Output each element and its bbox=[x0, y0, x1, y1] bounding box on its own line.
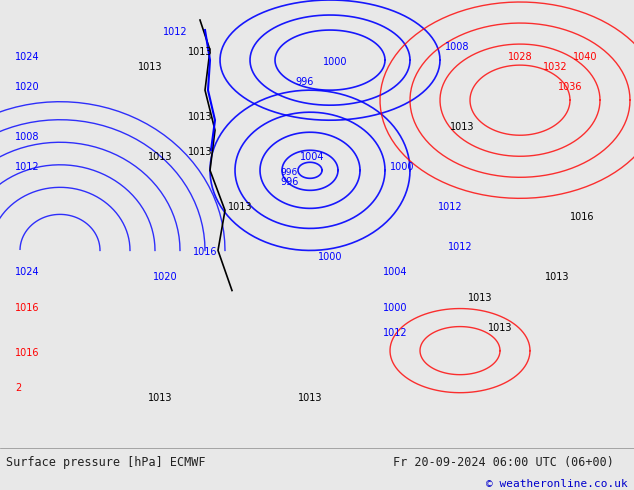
Text: 1012: 1012 bbox=[448, 243, 472, 252]
Text: 1016: 1016 bbox=[15, 347, 39, 358]
Text: 1032: 1032 bbox=[543, 62, 567, 72]
Text: 1004: 1004 bbox=[383, 268, 407, 277]
Text: 1013: 1013 bbox=[188, 47, 212, 57]
Text: 1020: 1020 bbox=[15, 82, 39, 92]
Text: 1013: 1013 bbox=[298, 392, 322, 403]
Text: 1013: 1013 bbox=[545, 272, 569, 283]
Text: 1013: 1013 bbox=[148, 392, 172, 403]
Text: 1020: 1020 bbox=[153, 272, 178, 283]
Text: 1024: 1024 bbox=[15, 268, 39, 277]
Text: 1013: 1013 bbox=[450, 122, 474, 132]
Text: 1013: 1013 bbox=[488, 322, 512, 333]
Text: 1012: 1012 bbox=[15, 162, 39, 172]
Text: 996: 996 bbox=[281, 168, 298, 177]
Text: 1016: 1016 bbox=[15, 302, 39, 313]
Text: Fr 20-09-2024 06:00 UTC (06+00): Fr 20-09-2024 06:00 UTC (06+00) bbox=[393, 456, 614, 469]
Text: 1012: 1012 bbox=[163, 27, 187, 37]
Text: 1036: 1036 bbox=[558, 82, 582, 92]
Text: 1004: 1004 bbox=[300, 152, 324, 162]
Text: 996: 996 bbox=[296, 77, 314, 87]
Text: 1016: 1016 bbox=[193, 247, 217, 257]
Text: 1016: 1016 bbox=[570, 212, 595, 222]
Text: 1012: 1012 bbox=[383, 328, 407, 338]
Text: 1012: 1012 bbox=[437, 202, 462, 212]
Text: 1000: 1000 bbox=[323, 57, 347, 67]
Text: 1013: 1013 bbox=[228, 202, 252, 212]
Text: 1000: 1000 bbox=[383, 302, 407, 313]
Text: 1028: 1028 bbox=[508, 52, 533, 62]
Text: 1008: 1008 bbox=[445, 42, 470, 52]
Text: 1013: 1013 bbox=[148, 152, 172, 162]
Text: Surface pressure [hPa] ECMWF: Surface pressure [hPa] ECMWF bbox=[6, 456, 206, 469]
Text: © weatheronline.co.uk: © weatheronline.co.uk bbox=[486, 479, 628, 489]
Text: 996: 996 bbox=[281, 177, 299, 187]
Text: 1013: 1013 bbox=[188, 147, 212, 157]
Text: 1013: 1013 bbox=[468, 293, 492, 302]
Text: 1000: 1000 bbox=[390, 162, 415, 172]
Text: 1013: 1013 bbox=[138, 62, 162, 72]
Text: 1008: 1008 bbox=[15, 132, 39, 142]
Text: 1013: 1013 bbox=[188, 112, 212, 122]
Text: 1024: 1024 bbox=[15, 52, 39, 62]
Text: 2: 2 bbox=[15, 383, 22, 392]
Text: 1000: 1000 bbox=[318, 252, 342, 263]
Text: 1040: 1040 bbox=[573, 52, 597, 62]
